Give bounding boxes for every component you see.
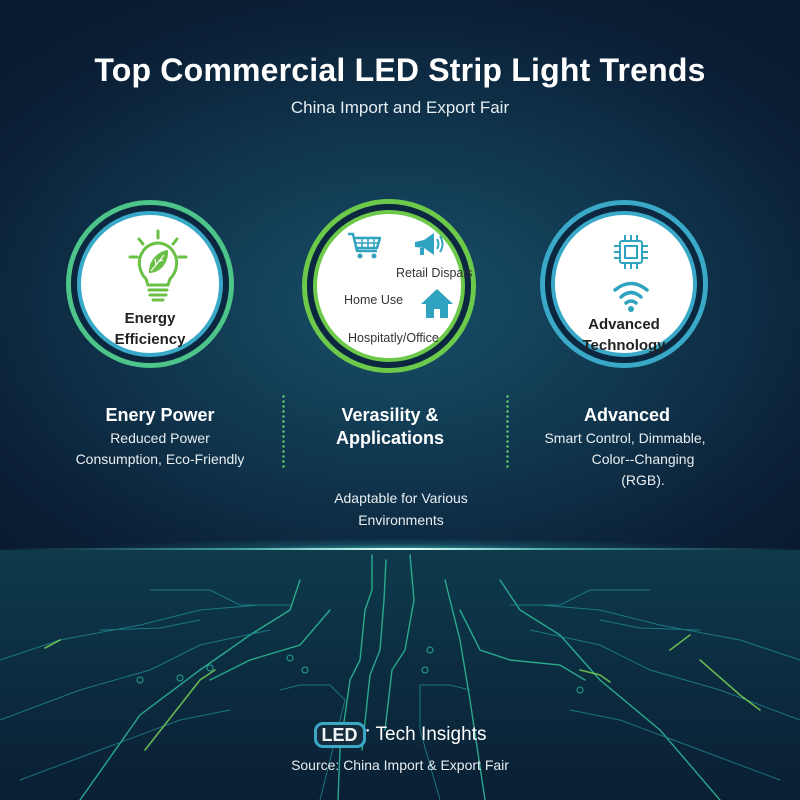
inner-disc: Advanced Technology	[551, 211, 697, 357]
column-text-energy-line2: Consumption, Eco-Friendly	[75, 451, 245, 467]
energy-efficiency-circle: Energy Efficiency	[66, 200, 234, 368]
outer-ring	[66, 200, 234, 368]
column-text-advanced-line2: Color--Changing	[591, 451, 695, 467]
circle-label-line1: Energy	[124, 310, 176, 327]
wifi-icon	[613, 281, 649, 312]
column-text-advanced-line3: (RGB).	[621, 472, 665, 488]
dotted-separator	[506, 394, 509, 468]
brand-logo: LED ● Tech Insights	[0, 722, 800, 748]
column-text-advanced-line1: Smart Control, Dimmable,	[544, 430, 706, 446]
page-subtitle: China Import and Export Fair	[290, 98, 510, 117]
outer-ring	[302, 199, 476, 373]
lightbulb-leaf-icon	[128, 229, 188, 302]
led-badge-logo: LED ●	[313, 722, 370, 748]
column-title-applications-line1: Verasility &	[341, 405, 439, 425]
shopping-cart-icon	[348, 232, 382, 259]
megaphone-icon	[415, 233, 444, 255]
inner-disc: Retail Dispais Home Use Hospitatly/Offic…	[313, 210, 472, 362]
outer-ring	[540, 200, 708, 368]
column-text-energy-line1: Reduced Power	[110, 430, 210, 446]
advanced-technology-circle: Advanced Technology	[540, 200, 708, 368]
circuit-board-background	[0, 550, 800, 800]
column-text-applications-line1: Adaptable for Various	[334, 490, 468, 506]
circle-label-line1: Advanced	[588, 316, 660, 333]
applications-circle: Retail Dispais Home Use Hospitatly/Offic…	[302, 199, 476, 373]
inner-disc: Energy Efficiency	[77, 211, 223, 357]
circle-label-line2: Technology	[582, 337, 666, 354]
circuit-traces	[0, 554, 800, 800]
page-title: Top Commercial LED Strip Light Trends	[94, 52, 706, 88]
app-label-hospitality: Hospitatly/Office	[348, 331, 439, 345]
chip-icon	[614, 235, 648, 269]
brand-name: Tech Insights	[375, 724, 487, 745]
column-title-advanced: Advanced	[583, 405, 671, 425]
circle-label-line2: Efficiency	[114, 331, 186, 348]
house-icon	[421, 289, 453, 318]
app-label-retail: Retail Dispais	[396, 266, 473, 280]
column-title-applications-line2: Applications	[335, 428, 444, 448]
horizon-line	[0, 548, 800, 550]
column-text-applications-line2: Environments	[358, 512, 444, 528]
app-label-home: Home Use	[344, 293, 404, 307]
column-title-energy: Enery Power	[105, 405, 215, 425]
led-badge-text: LED	[321, 725, 358, 745]
dotted-separator	[282, 394, 285, 468]
source-credit: Source: China Import & Export Fair	[291, 757, 509, 773]
